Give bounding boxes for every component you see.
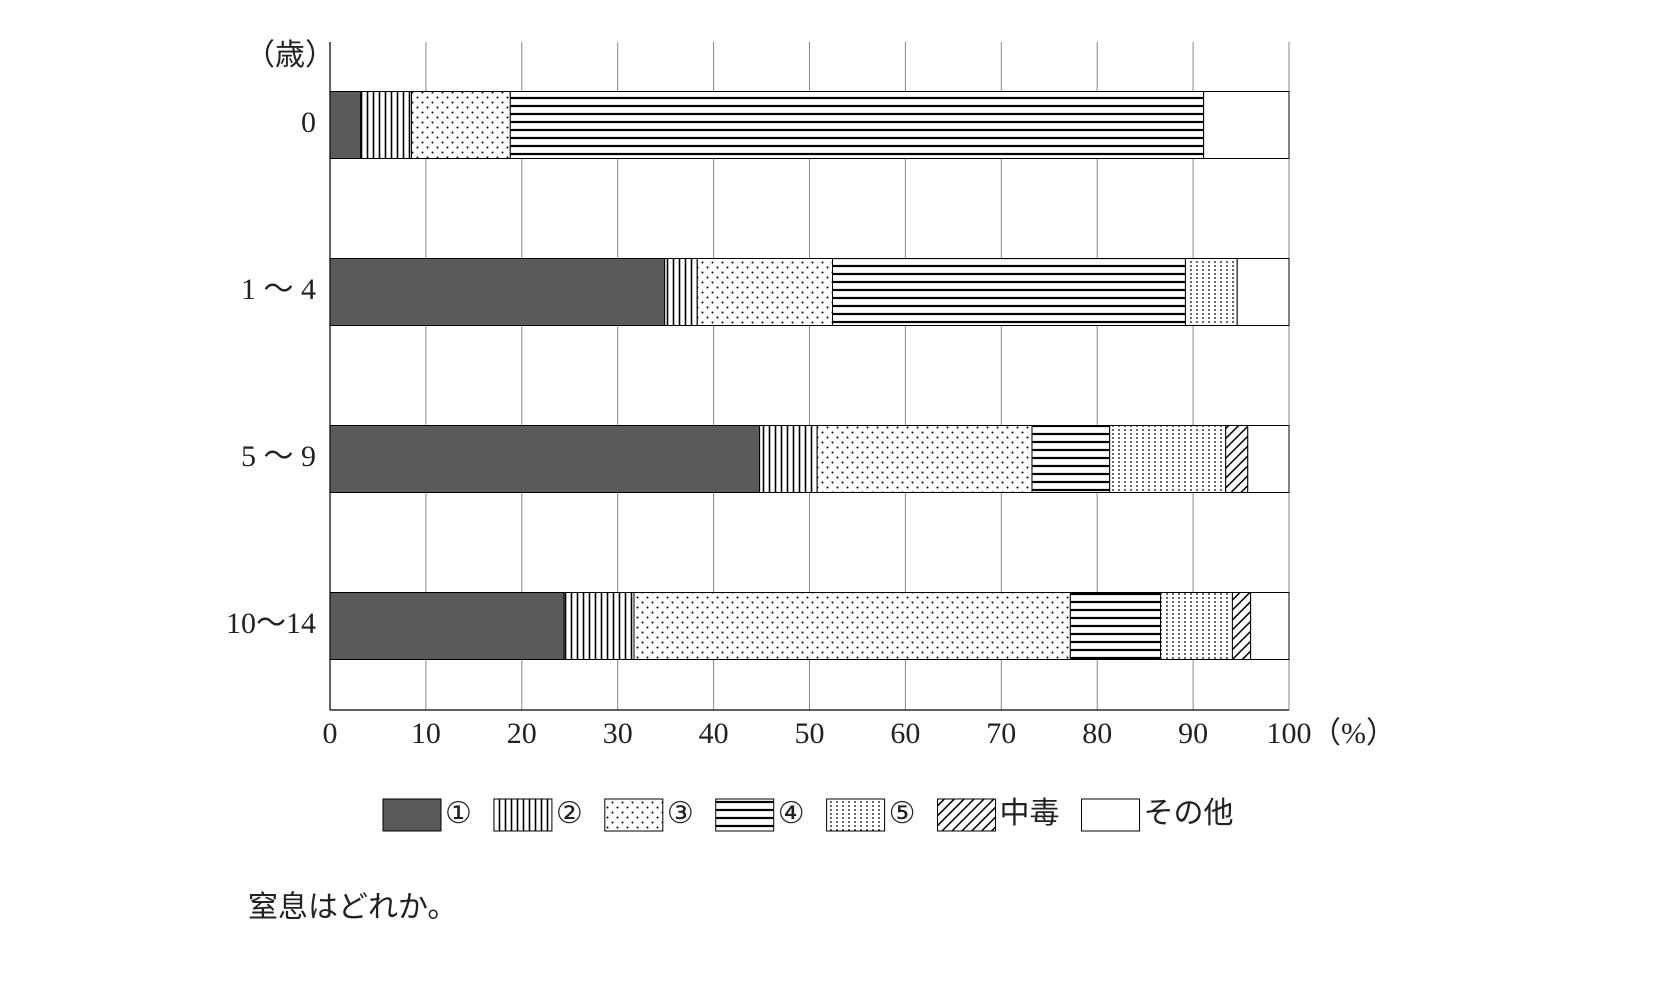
bar-segment (759, 425, 818, 493)
bar-segment (509, 91, 1205, 159)
legend-label: ⑤ (889, 797, 916, 830)
legend-label: ③ (667, 797, 694, 830)
bar-segment (1184, 258, 1238, 326)
x-tick-label: 60 (890, 717, 920, 750)
bar-segment (329, 592, 565, 660)
y-tick-label: 0 (301, 106, 316, 139)
y-tick-label: 5 ～ 9 (241, 440, 316, 473)
x-tick-label: 0 (323, 717, 338, 750)
legend-label: ① (445, 797, 472, 830)
x-tick-label: 80 (1082, 717, 1112, 750)
bar-segment (816, 425, 1033, 493)
legend-swatch (493, 798, 553, 832)
bar-segment (832, 258, 1186, 326)
bar-segment (1231, 592, 1252, 660)
legend-label: その他 (1144, 797, 1234, 830)
legend-swatch (826, 798, 886, 832)
y-axis-label: （歳） (245, 39, 335, 72)
legend-label: ④ (778, 797, 805, 830)
legend-swatch (715, 798, 775, 832)
bar-segment (1203, 91, 1290, 159)
x-axis-unit: （%） (1311, 717, 1396, 750)
legend-swatch (382, 798, 442, 832)
x-tick-label: 30 (603, 717, 633, 750)
y-tick-label: 1 ～ 4 (241, 273, 316, 306)
bar-segment (1109, 425, 1227, 493)
caption: 窒息はどれか。 (248, 891, 457, 924)
bar-segment (411, 91, 511, 159)
bar-segment (1159, 592, 1233, 660)
bar-segment (1247, 425, 1290, 493)
bar-segment (329, 425, 761, 493)
legend-label: 中毒 (1000, 797, 1060, 830)
legend-swatch (1081, 798, 1141, 832)
bar-segment (633, 592, 1071, 660)
bar-segment (329, 258, 666, 326)
bar-segment (696, 258, 834, 326)
legend-label: ② (556, 797, 583, 830)
legend-swatch (937, 798, 997, 832)
x-tick-label: 40 (699, 717, 729, 750)
legend-swatch (604, 798, 664, 832)
bar-segment (1031, 425, 1111, 493)
x-tick-label: 100 (1267, 717, 1312, 750)
x-tick-label: 90 (1178, 717, 1208, 750)
y-tick-label: 10～14 (226, 607, 316, 640)
x-tick-label: 50 (795, 717, 825, 750)
x-tick-label: 10 (411, 717, 441, 750)
bar-segment (664, 258, 698, 326)
x-tick-label: 20 (507, 717, 537, 750)
bar-segment (1225, 425, 1249, 493)
bar-segment (1069, 592, 1161, 660)
bar-segment (360, 91, 413, 159)
x-tick-label: 70 (986, 717, 1016, 750)
bar-segment (1250, 592, 1290, 660)
bar-segment (1236, 258, 1290, 326)
bar-segment (329, 91, 362, 159)
bar-segment (563, 592, 635, 660)
